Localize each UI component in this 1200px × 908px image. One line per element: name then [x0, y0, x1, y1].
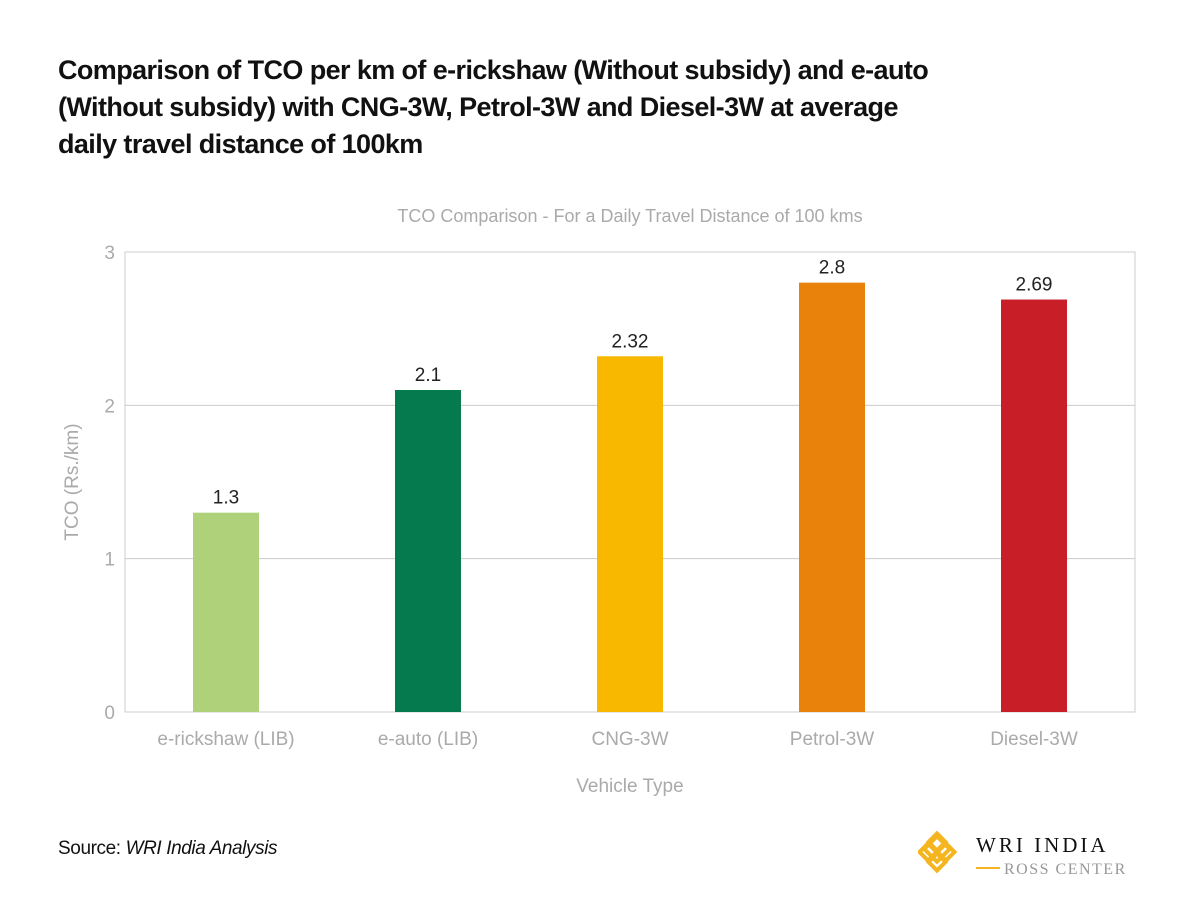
bar-3 [799, 282, 865, 712]
source-note: Source: WRI India Analysis [58, 838, 278, 860]
x-tick-label: Diesel-3W [990, 729, 1078, 750]
logo-line2: ROSS CENTER [1004, 861, 1127, 878]
x-tick-label: Petrol-3W [790, 729, 875, 750]
y-tick-label: 3 [104, 243, 115, 264]
data-label: 2.1 [415, 365, 441, 386]
data-label: 2.69 [1016, 275, 1053, 296]
x-tick-label: CNG-3W [591, 729, 668, 750]
data-label: 2.8 [819, 258, 845, 279]
logo-line1: WRI INDIA [976, 833, 1109, 857]
logo-emblem-icon: WRI INDIA ROSS CENTER [916, 830, 1127, 878]
page-title: Comparison of TCO per km of e-rickshaw (… [58, 55, 929, 159]
bar-0 [193, 512, 259, 712]
x-axis-label: Vehicle Type [576, 776, 683, 797]
chart-title: TCO Comparison - For a Daily Travel Dist… [397, 206, 862, 226]
y-tick-label: 2 [104, 396, 115, 417]
y-axis-label: TCO (Rs./km) [62, 423, 83, 540]
bar-1 [395, 390, 461, 712]
y-tick-label: 0 [104, 703, 115, 724]
x-tick-label: e-auto (LIB) [378, 729, 478, 750]
data-label: 1.3 [213, 488, 239, 509]
bar-4 [1001, 299, 1067, 712]
bar-2 [597, 356, 663, 712]
data-label: 2.32 [612, 331, 649, 352]
y-tick-label: 1 [104, 550, 115, 571]
x-tick-label: e-rickshaw (LIB) [157, 729, 294, 750]
wri-india-logo: WRI INDIA ROSS CENTER [916, 830, 1148, 880]
source-label: Source: [58, 838, 121, 859]
source-value: WRI India Analysis [125, 838, 278, 859]
